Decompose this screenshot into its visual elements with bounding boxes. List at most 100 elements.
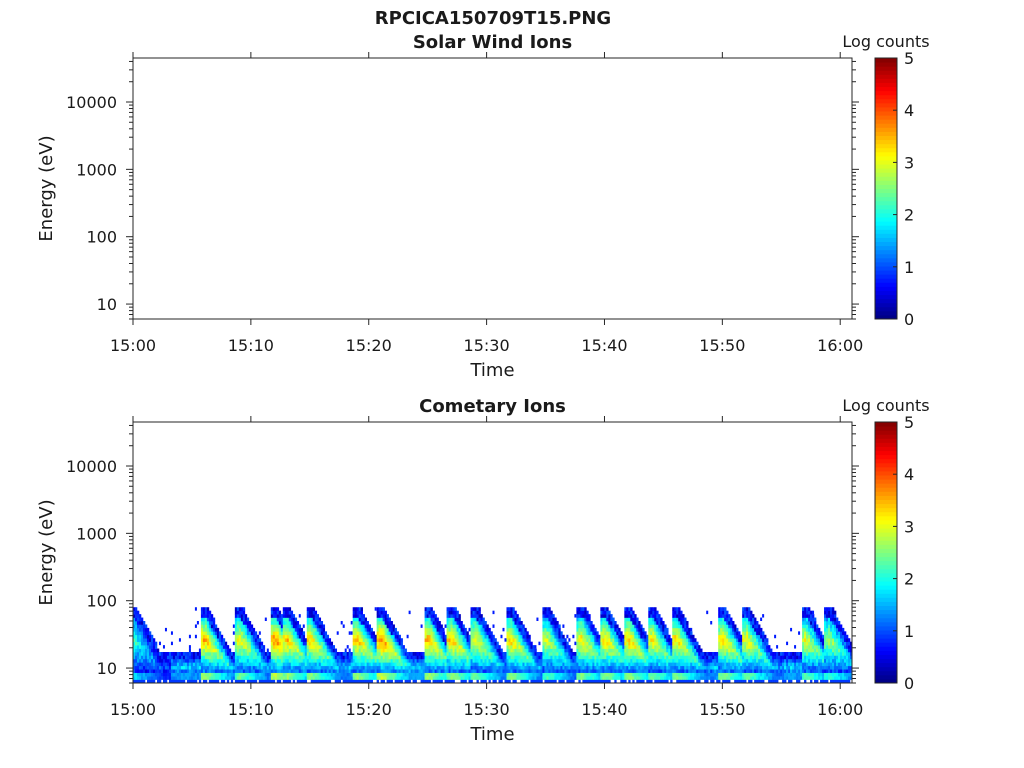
heatmap-cell bbox=[202, 631, 206, 636]
heatmap-cell bbox=[144, 652, 148, 656]
heatmap-cell bbox=[558, 665, 561, 670]
heatmap-cell bbox=[134, 679, 138, 684]
heatmap-cell bbox=[648, 638, 651, 642]
heatmap-cell bbox=[696, 641, 699, 646]
heatmap-cell bbox=[398, 655, 401, 660]
heatmap-cell bbox=[472, 676, 475, 680]
heatmap-cell bbox=[404, 672, 407, 677]
heatmap-cell bbox=[636, 676, 639, 680]
colorbar-segment bbox=[875, 184, 897, 189]
heatmap-cell bbox=[620, 658, 623, 663]
heatmap-cells bbox=[133, 607, 853, 684]
heatmap-cell bbox=[134, 627, 138, 632]
heatmap-cell bbox=[708, 652, 711, 656]
heatmap-cell bbox=[262, 669, 266, 673]
heatmap-cell bbox=[478, 631, 481, 636]
heatmap-cell bbox=[526, 658, 529, 663]
heatmap-cell bbox=[680, 627, 683, 632]
heatmap-cell bbox=[372, 645, 375, 649]
heatmap-cell bbox=[316, 679, 320, 684]
heatmap-cell bbox=[300, 672, 304, 677]
heatmap-cell bbox=[604, 676, 607, 680]
heatmap-cell bbox=[194, 652, 198, 656]
heatmap-cell bbox=[256, 638, 260, 642]
heatmap-cell bbox=[568, 672, 571, 677]
heatmap-cell bbox=[690, 676, 693, 680]
heatmap-cell bbox=[446, 658, 449, 663]
heatmap-cell bbox=[540, 665, 543, 670]
heatmap-cell bbox=[582, 645, 585, 649]
heatmap-cell bbox=[434, 638, 437, 642]
heatmap-cell bbox=[234, 648, 238, 653]
heatmap-cell bbox=[448, 662, 451, 667]
heatmap-cell bbox=[294, 672, 298, 677]
heatmap-cell bbox=[528, 638, 531, 642]
heatmap-cell bbox=[156, 669, 160, 673]
heatmap-cell bbox=[412, 652, 415, 656]
heatmap-cell bbox=[434, 658, 437, 663]
heatmap-cell bbox=[136, 638, 140, 642]
heatmap-cell bbox=[472, 665, 475, 670]
heatmap-cell bbox=[230, 679, 234, 684]
heatmap-cell bbox=[336, 662, 340, 667]
heatmap-cell bbox=[598, 638, 601, 642]
heatmap-cell bbox=[516, 652, 519, 656]
heatmap-cell bbox=[452, 614, 455, 618]
heatmap-cell bbox=[330, 652, 334, 656]
heatmap-cell bbox=[664, 662, 667, 667]
heatmap-cell bbox=[460, 669, 463, 673]
heatmap-cell bbox=[360, 607, 363, 611]
heatmap-cell bbox=[266, 662, 270, 667]
heatmap-cell bbox=[678, 624, 681, 629]
heatmap-cell bbox=[378, 665, 381, 670]
heatmap-cell bbox=[414, 676, 417, 680]
heatmap-cell bbox=[458, 634, 461, 639]
heatmap-cell bbox=[252, 634, 256, 639]
heatmap-cell bbox=[592, 669, 595, 673]
heatmap-cell bbox=[328, 676, 332, 680]
heatmap-cell bbox=[564, 672, 567, 677]
heatmap-cell bbox=[684, 665, 687, 670]
heatmap-cell bbox=[334, 679, 338, 684]
heatmap-cell bbox=[304, 669, 308, 673]
heatmap-cell bbox=[216, 652, 220, 656]
heatmap-cell bbox=[250, 679, 254, 684]
colorbar-segment bbox=[875, 200, 897, 206]
heatmap-cell bbox=[220, 662, 224, 667]
heatmap-cell bbox=[286, 610, 290, 615]
heatmap-cell bbox=[490, 662, 493, 667]
heatmap-cell bbox=[204, 617, 208, 622]
heatmap-cell bbox=[598, 676, 601, 680]
heatmap-cell bbox=[442, 672, 445, 677]
heatmap-cell bbox=[172, 679, 176, 684]
heatmap-cell bbox=[148, 652, 152, 656]
heatmap-cell bbox=[144, 631, 148, 636]
heatmap-cell bbox=[478, 676, 481, 680]
heatmap-cell bbox=[576, 624, 579, 629]
heatmap-cell bbox=[628, 617, 631, 622]
heatmap-cell bbox=[138, 627, 142, 632]
heatmap-cell bbox=[582, 610, 585, 615]
heatmap-cell bbox=[248, 669, 252, 673]
heatmap-cell bbox=[208, 669, 212, 673]
heatmap-cell bbox=[600, 627, 603, 632]
heatmap-cell bbox=[308, 641, 312, 646]
heatmap-cell bbox=[584, 627, 587, 632]
heatmap-cell bbox=[396, 665, 399, 670]
colorbar-segment bbox=[875, 294, 897, 300]
heatmap-cell bbox=[364, 645, 367, 649]
heatmap-cell bbox=[428, 607, 431, 611]
heatmap-cell bbox=[696, 652, 699, 656]
heatmap-cell bbox=[206, 631, 210, 636]
heatmap-cell bbox=[378, 641, 381, 646]
heatmap-cell bbox=[310, 658, 314, 663]
heatmap-cell bbox=[356, 610, 359, 615]
heatmap-cell bbox=[362, 624, 365, 629]
heatmap-cell bbox=[480, 648, 483, 653]
heatmap-cell bbox=[286, 652, 290, 656]
heatmap-cell bbox=[692, 665, 695, 670]
heatmap-cell bbox=[546, 624, 549, 629]
heatmap-cell bbox=[278, 652, 282, 656]
heatmap-cell bbox=[608, 624, 611, 629]
